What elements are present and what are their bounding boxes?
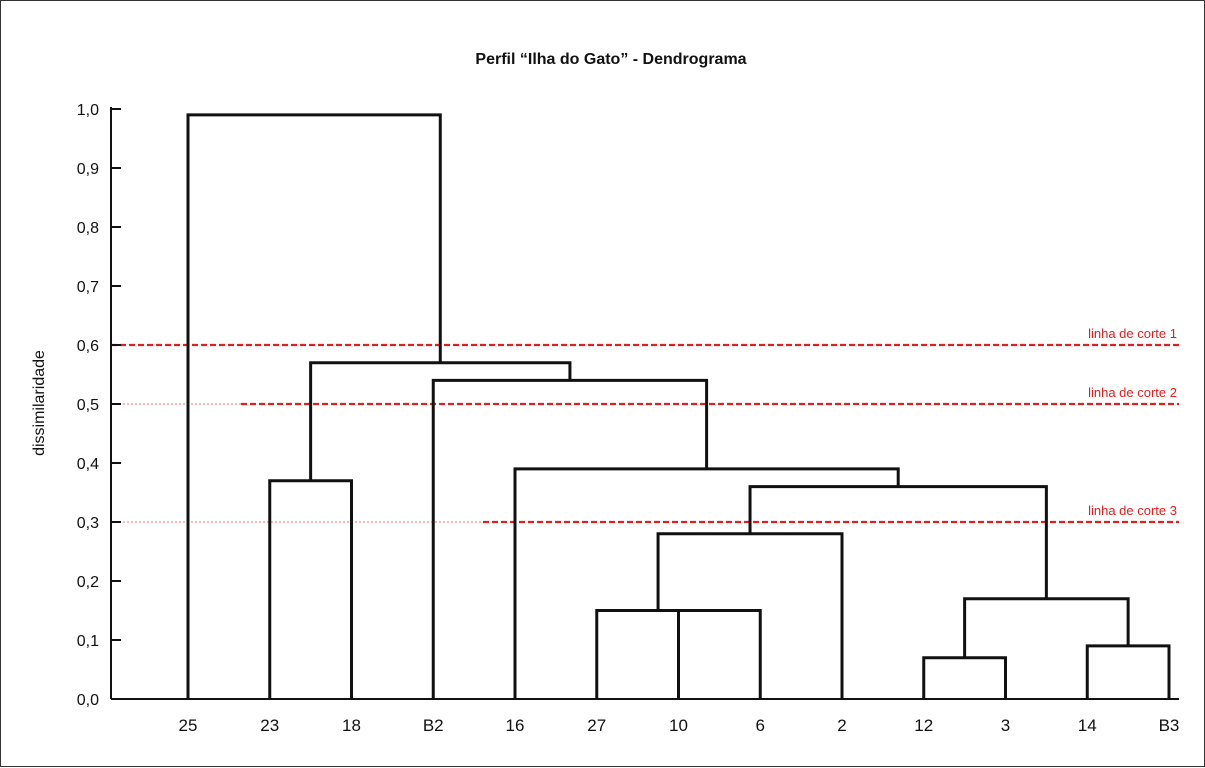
leaf-label: 18 [342,716,361,735]
leaf-label: 27 [587,716,606,735]
leaf-label: 12 [914,716,933,735]
leaf-label: 16 [506,716,525,735]
y-tick-label: 0,2 [77,574,99,591]
cut-lines-layer: linha de corte 1 linha de corte 2 linha de… [111,326,1179,524]
leaf-label: 14 [1078,716,1097,735]
merge-link [186,113,442,699]
leaf-label: B2 [423,716,444,735]
leaf-label: 3 [1001,716,1010,735]
y-axis-label: dissimilaridade [31,350,48,456]
y-tick-label: 0,1 [77,633,99,650]
merge-link [677,609,762,699]
leaf-label: B3 [1159,716,1180,735]
y-tick-label: 0,8 [77,220,99,237]
leaf-label: 23 [260,716,279,735]
cut-line-label: linha de corte 1 [1088,326,1177,341]
cut-line-label: linha de corte 2 [1088,385,1177,400]
y-tick-label: 0,6 [77,338,99,355]
y-tick-label: 0,0 [77,692,99,709]
leaf-label: 2 [837,716,846,735]
cut-line-label: linha de corte 3 [1088,503,1177,518]
y-tick-label: 1,0 [77,102,99,119]
leaf-label: 25 [179,716,198,735]
merge-link [656,532,844,699]
merge-link [922,656,1007,699]
chart-title: Perfil “Ilha do Gato” - Dendrograma [475,51,746,68]
y-tick-label: 0,5 [77,397,99,414]
leaf-label: 10 [669,716,688,735]
y-tick-label: 0,9 [77,161,99,178]
dendrogram-tree [186,113,1171,699]
merge-link [268,479,353,699]
leaf-labels: 25 23 18 B2 16 27 10 6 2 12 3 14 B3 [179,716,1180,735]
merge-link [431,378,709,699]
merge-link [748,485,1048,599]
leaf-label: 6 [756,716,765,735]
merge-link [963,597,1130,658]
y-tick-label: 0,3 [77,515,99,532]
merge-link [1085,644,1171,699]
y-axis: 0,0 0,1 0,2 0,3 0,4 0,5 0,6 0,7 0,8 0,9 1,0 [77,102,1179,709]
merge-link [595,609,720,699]
y-tick-label: 0,4 [77,456,99,473]
y-tick-label: 0,7 [77,279,99,296]
